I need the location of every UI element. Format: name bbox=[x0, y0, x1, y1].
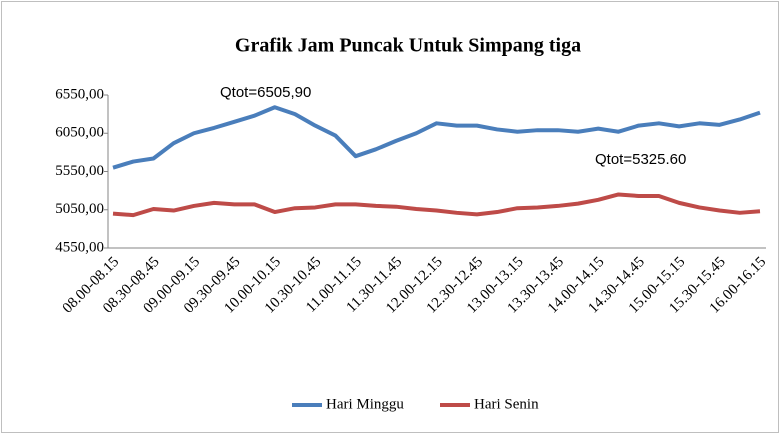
annotation: Qtot=6505,90 bbox=[220, 84, 311, 101]
y-tick-label: 6550,00 bbox=[55, 86, 104, 102]
y-tick-label: 4550,00 bbox=[55, 239, 104, 255]
line-series bbox=[112, 105, 761, 170]
line-series bbox=[112, 192, 761, 218]
legend-label: Hari Minggu bbox=[326, 396, 404, 412]
annotation: Qtot=5325.60 bbox=[595, 151, 686, 168]
legend-label: Hari Senin bbox=[474, 396, 539, 412]
y-tick-label: 6050,00 bbox=[55, 125, 104, 141]
y-tick-label: 5550,00 bbox=[55, 163, 104, 179]
chart-title: Grafik Jam Puncak Untuk Simpang tiga bbox=[235, 35, 581, 57]
y-tick-label: 5050,00 bbox=[55, 201, 104, 217]
